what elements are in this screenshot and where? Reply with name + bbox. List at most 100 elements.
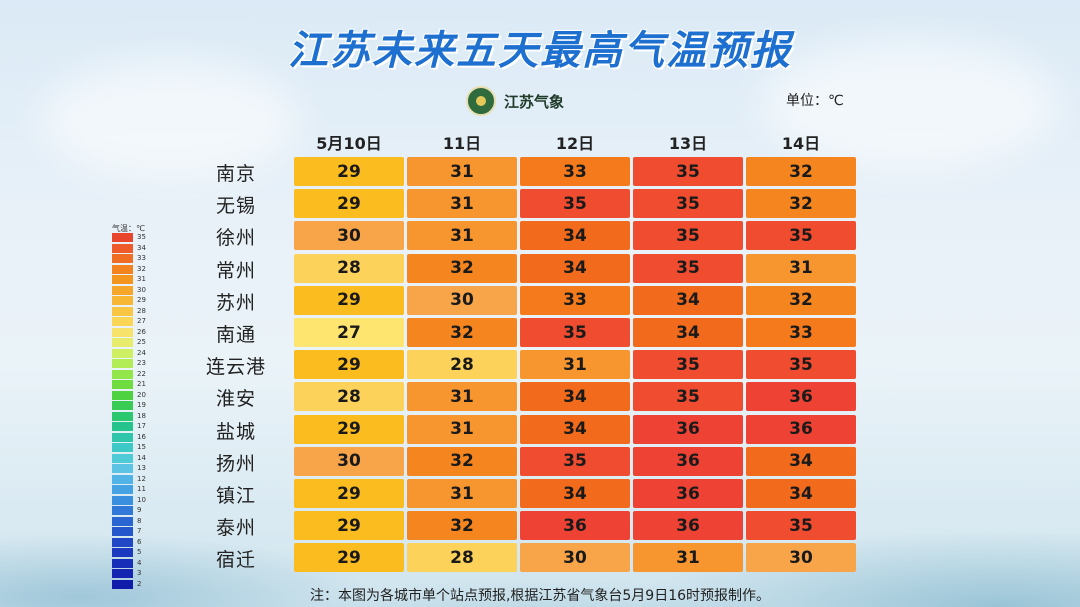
city-label: 苏州 (215, 291, 256, 314)
legend-label: 17 (137, 422, 146, 430)
legend-label: 2 (137, 579, 142, 588)
temperature-cell: 35 (746, 350, 856, 380)
legend-swatch (112, 495, 133, 505)
legend-swatch (112, 516, 133, 526)
temperature-cell: 36 (633, 511, 743, 541)
legend-swatch (112, 527, 133, 536)
logo-icon (466, 86, 496, 116)
legend-label: 23 (137, 359, 146, 367)
temperature-cell: 35 (520, 189, 630, 219)
temperature-cell: 36 (746, 382, 856, 412)
temperature-cell: 35 (633, 221, 743, 251)
temperature-cell: 28 (407, 543, 517, 573)
date-header-label: 5月10日 (316, 134, 382, 153)
temperature-cell: 28 (407, 350, 517, 380)
temperature-cell: 35 (520, 318, 630, 347)
city-label: 连云港 (205, 356, 266, 379)
legend-label: 15 (137, 443, 146, 451)
city-label: 泰州 (215, 517, 256, 540)
temperature-cell: 35 (633, 382, 743, 412)
legend-swatch (112, 348, 133, 358)
temperature-cell: 36 (633, 414, 743, 444)
date-header-label: 13日 (668, 134, 708, 153)
temperature-cell: 35 (633, 253, 743, 283)
legend-label: 24 (137, 348, 146, 357)
legend-label: 27 (137, 317, 146, 325)
legend-label: 19 (137, 401, 146, 409)
legend-swatch (112, 411, 133, 421)
temperature-cell: 27 (294, 318, 404, 347)
legend-swatch (112, 548, 133, 557)
temperature-cell: 29 (294, 511, 404, 541)
date-header-label: 12日 (555, 134, 595, 153)
legend-label: 20 (137, 390, 146, 399)
legend-label: 6 (137, 537, 142, 546)
temperature-cell: 32 (407, 446, 517, 476)
legend-swatch (112, 317, 133, 326)
city-label: 常州 (215, 259, 256, 282)
temperature-cell: 35 (746, 221, 856, 251)
temperature-cell: 35 (633, 157, 743, 186)
legend-swatch (112, 306, 133, 316)
legend-swatch (112, 285, 133, 295)
legend-swatch (112, 380, 133, 389)
legend-swatch (112, 485, 133, 494)
footnote: 注：本图为各城市单个站点预报,根据江苏省气象台5月9日16时预报制作。 (309, 588, 771, 604)
temperature-cell: 34 (520, 253, 630, 283)
temperature-cell: 32 (746, 285, 856, 315)
temperature-cell: 34 (633, 285, 743, 315)
bg-cloud (40, 60, 300, 180)
temperature-cell: 28 (294, 382, 404, 412)
temperature-cell: 32 (746, 157, 856, 186)
logo-text: 江苏气象 (504, 92, 565, 111)
city-label: 镇江 (215, 485, 256, 507)
legend-label: 12 (137, 474, 146, 483)
legend-swatch (112, 579, 133, 589)
legend-swatch (112, 558, 133, 568)
legend-title: 气温：℃ (112, 224, 145, 233)
temperature-cell: 32 (407, 318, 517, 347)
legend-swatch (112, 422, 133, 431)
temperature-cell: 33 (520, 285, 630, 315)
temperature-cell: 34 (520, 221, 630, 251)
date-header-label: 11日 (442, 134, 482, 153)
temperature-cell: 31 (407, 189, 517, 219)
temperature-cell: 31 (746, 253, 856, 283)
temperature-cell: 29 (294, 543, 404, 573)
temperature-cell: 35 (746, 511, 856, 541)
page-title: 江苏未来五天最高气温预报 (288, 28, 792, 74)
temperature-cell: 31 (407, 479, 517, 508)
legend-label: 7 (137, 527, 142, 535)
temperature-cell: 33 (746, 318, 856, 347)
legend-swatch (112, 338, 133, 347)
legend-label: 14 (137, 453, 146, 462)
temperature-cell: 31 (520, 350, 630, 380)
legend-label: 10 (137, 495, 146, 504)
logo: 江苏气象 (466, 84, 564, 118)
legend-swatch (112, 569, 133, 578)
date-header-label: 14日 (781, 134, 821, 153)
legend-label: 26 (137, 327, 146, 336)
legend-swatch (112, 443, 133, 452)
legend-label: 9 (137, 506, 142, 514)
temperature-cell: 30 (294, 221, 404, 251)
city-label: 宿迁 (215, 549, 256, 572)
temperature-cell: 34 (520, 479, 630, 508)
temperature-cell: 29 (294, 414, 404, 444)
legend-swatch (112, 254, 133, 263)
temperature-cell: 35 (633, 189, 743, 219)
temperature-cell: 32 (746, 189, 856, 219)
temperature-cell: 31 (407, 382, 517, 412)
temperature-cell: 34 (746, 479, 856, 508)
legend-swatch (112, 390, 133, 400)
legend-label: 3 (137, 569, 142, 577)
legend-swatch (112, 464, 133, 473)
legend-swatch (112, 506, 133, 515)
city-label: 南通 (215, 324, 256, 346)
legend-label: 31 (137, 275, 146, 283)
legend-swatch (112, 243, 133, 253)
legend-label: 32 (137, 264, 146, 273)
city-label: 盐城 (215, 420, 256, 443)
temperature-cell: 30 (407, 285, 517, 315)
temperature-cell: 29 (294, 285, 404, 315)
